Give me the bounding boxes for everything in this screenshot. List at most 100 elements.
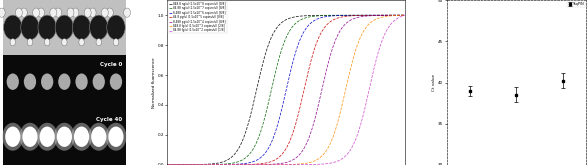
Circle shape (74, 127, 89, 147)
Circle shape (75, 73, 87, 90)
848.8 fg/ul (1.5x10^3 copies/ul) [2/8] (349, 59, 356, 61)
8.488 pg/ul (1.5x10^4 copies/ul) [8/8] (349, 18, 356, 20)
Circle shape (21, 8, 27, 17)
Circle shape (33, 8, 39, 17)
84.8 pg/ul (1.5x10^5 copies/ul) [8/8] (402, 14, 409, 16)
Circle shape (37, 123, 58, 151)
Circle shape (38, 8, 45, 17)
Circle shape (85, 8, 91, 17)
Y-axis label: Ct value: Ct value (433, 74, 437, 91)
Circle shape (5, 127, 21, 147)
8.488 pg/ul (1.5x10^4 copies/ul) [8/8] (327, 54, 334, 56)
Circle shape (88, 123, 109, 151)
848.8 fg/ul (1.5x10^3 copies/ul) [2/8] (188, 164, 195, 165)
Circle shape (89, 8, 96, 17)
84.8 pg/ul (1.5x10^5 copies/ul) [8/8] (349, 15, 356, 17)
Circle shape (27, 39, 33, 46)
Circle shape (2, 123, 23, 151)
Circle shape (79, 39, 85, 46)
Circle shape (54, 123, 75, 151)
848.8 ng/ul (1.5x10^8 copies/ul) [8/8] (188, 164, 195, 165)
Circle shape (67, 8, 74, 17)
Circle shape (41, 73, 53, 90)
84.88 fg/ul (1.5x10^2 copies/ul) [1/8] (268, 164, 275, 165)
848.8 ng/ul (1.5x10^8 copies/ul) [8/8] (402, 14, 409, 16)
84.8 pg/ul (1.5x10^5 copies/ul) [8/8] (327, 21, 334, 23)
8.488 ng/ul (1.5x10^6 copies/ul) [8/8] (164, 164, 171, 165)
848.8 ng/ul (1.5x10^8 copies/ul) [8/8] (327, 14, 334, 16)
Circle shape (72, 15, 91, 40)
8.488 pg/ul (1.5x10^4 copies/ul) [8/8] (188, 164, 195, 165)
848.8 fg/ul (1.5x10^3 copies/ul) [2/8] (327, 142, 334, 144)
8.488 ng/ul (1.5x10^6 copies/ul) [8/8] (327, 15, 334, 17)
Y-axis label: Normalized fluorescence: Normalized fluorescence (152, 57, 156, 108)
Circle shape (90, 15, 108, 40)
84.88 ng/ul (1.5x10^7 copies/ul) [8/8] (260, 121, 267, 123)
Bar (3, 0, 126, 55)
Circle shape (91, 127, 106, 147)
Circle shape (57, 127, 72, 147)
8.488 pg/ul (1.5x10^4 copies/ul) [8/8] (164, 164, 171, 165)
Circle shape (21, 15, 39, 40)
Circle shape (106, 123, 126, 151)
Circle shape (45, 39, 50, 46)
Circle shape (15, 8, 22, 17)
Circle shape (0, 8, 5, 17)
8.488 ng/ul (1.5x10^6 copies/ul) [8/8] (349, 14, 356, 16)
848.8 fg/ul (1.5x10^3 copies/ul) [2/8] (268, 164, 275, 165)
Bar (3, 55, 126, 109)
Circle shape (107, 15, 125, 40)
Circle shape (50, 8, 57, 17)
Bar (3, 109, 126, 165)
Circle shape (102, 8, 109, 17)
Line: 84.88 fg/ul (1.5x10^2 copies/ul) [1/8]: 84.88 fg/ul (1.5x10^2 copies/ul) [1/8] (167, 15, 405, 165)
84.8 pg/ul (1.5x10^5 copies/ul) [8/8] (353, 15, 360, 16)
8.488 pg/ul (1.5x10^4 copies/ul) [8/8] (268, 163, 275, 165)
Line: 8.488 ng/ul (1.5x10^6 copies/ul) [8/8]: 8.488 ng/ul (1.5x10^6 copies/ul) [8/8] (167, 15, 405, 165)
848.8 ng/ul (1.5x10^8 copies/ul) [8/8] (260, 60, 267, 62)
Circle shape (71, 123, 92, 151)
84.88 ng/ul (1.5x10^7 copies/ul) [8/8] (164, 164, 171, 165)
Circle shape (110, 73, 122, 90)
84.8 pg/ul (1.5x10^5 copies/ul) [8/8] (188, 164, 195, 165)
Circle shape (124, 8, 130, 17)
84.88 fg/ul (1.5x10^2 copies/ul) [1/8] (188, 164, 195, 165)
848.8 fg/ul (1.5x10^3 copies/ul) [2/8] (402, 14, 409, 16)
Circle shape (58, 73, 70, 90)
84.88 fg/ul (1.5x10^2 copies/ul) [1/8] (402, 14, 409, 16)
Circle shape (109, 127, 124, 147)
Text: Cycle 0: Cycle 0 (100, 62, 122, 67)
84.8 pg/ul (1.5x10^5 copies/ul) [8/8] (268, 160, 275, 162)
Circle shape (38, 15, 56, 40)
84.88 ng/ul (1.5x10^7 copies/ul) [8/8] (188, 164, 195, 165)
8.488 ng/ul (1.5x10^6 copies/ul) [8/8] (353, 14, 360, 16)
848.8 ng/ul (1.5x10^8 copies/ul) [8/8] (268, 35, 275, 37)
8.488 ng/ul (1.5x10^6 copies/ul) [8/8] (402, 14, 409, 16)
848.8 fg/ul (1.5x10^3 copies/ul) [2/8] (353, 45, 360, 47)
8.488 pg/ul (1.5x10^4 copies/ul) [8/8] (402, 14, 409, 16)
Circle shape (6, 73, 19, 90)
Line: 848.8 ng/ul (1.5x10^8 copies/ul) [8/8]: 848.8 ng/ul (1.5x10^8 copies/ul) [8/8] (167, 15, 405, 165)
Circle shape (93, 73, 105, 90)
Circle shape (19, 123, 41, 151)
848.8 fg/ul (1.5x10^3 copies/ul) [2/8] (260, 164, 267, 165)
848.8 ng/ul (1.5x10^8 copies/ul) [8/8] (353, 14, 360, 16)
Circle shape (106, 8, 113, 17)
84.88 fg/ul (1.5x10^2 copies/ul) [1/8] (353, 135, 360, 137)
Circle shape (24, 73, 36, 90)
8.488 ng/ul (1.5x10^6 copies/ul) [8/8] (188, 164, 195, 165)
8.488 pg/ul (1.5x10^4 copies/ul) [8/8] (260, 164, 267, 165)
Line: 84.88 ng/ul (1.5x10^7 copies/ul) [8/8]: 84.88 ng/ul (1.5x10^7 copies/ul) [8/8] (167, 15, 405, 165)
84.88 ng/ul (1.5x10^7 copies/ul) [8/8] (353, 14, 360, 16)
Circle shape (22, 127, 38, 147)
Line: 8.488 pg/ul (1.5x10^4 copies/ul) [8/8]: 8.488 pg/ul (1.5x10^4 copies/ul) [8/8] (167, 15, 405, 165)
8.488 ng/ul (1.5x10^6 copies/ul) [8/8] (260, 154, 267, 156)
Circle shape (96, 39, 102, 46)
848.8 fg/ul (1.5x10^3 copies/ul) [2/8] (164, 164, 171, 165)
84.88 ng/ul (1.5x10^7 copies/ul) [8/8] (402, 14, 409, 16)
84.88 fg/ul (1.5x10^2 copies/ul) [1/8] (349, 145, 356, 147)
84.88 fg/ul (1.5x10^2 copies/ul) [1/8] (327, 162, 334, 164)
Circle shape (39, 127, 55, 147)
Legend: 848.8 ng/ul (1.5x10^8 copies/ul) [8/8], 84.88 ng/ul (1.5x10^7 copies/ul) [8/8], : 848.8 ng/ul (1.5x10^8 copies/ul) [8/8], … (168, 1, 227, 33)
Circle shape (4, 15, 22, 40)
